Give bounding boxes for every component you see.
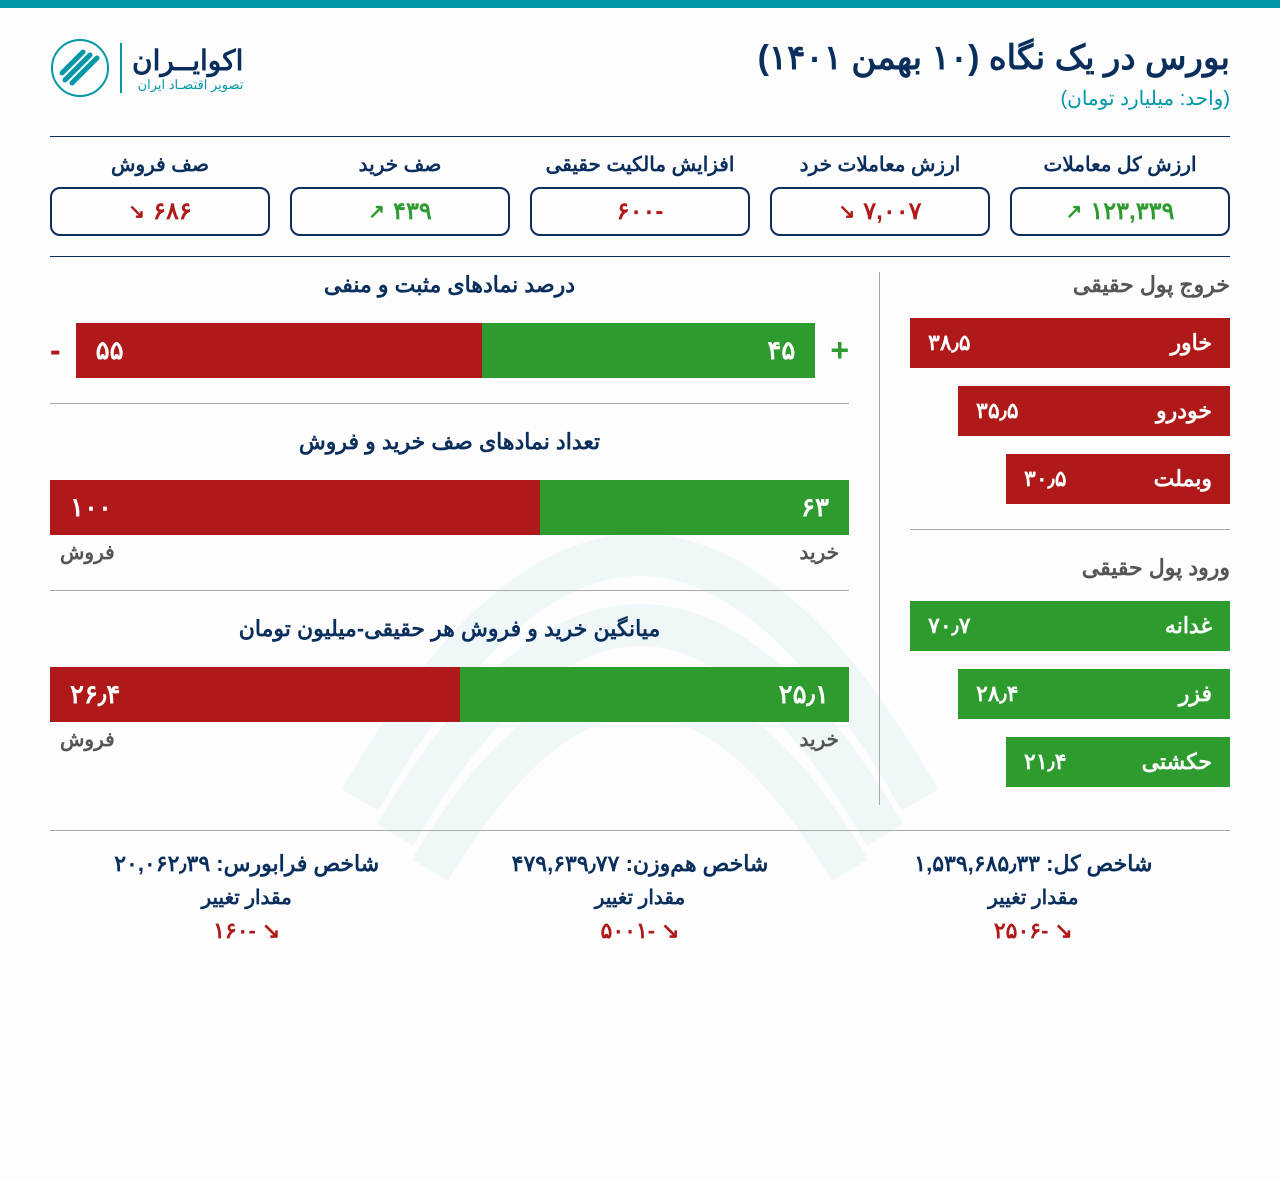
index-change-label: مقدار تغییر [50, 885, 443, 910]
index-box: شاخص فرابورس: ۲۰,۰۶۲٫۳۹ مقدار تغییر ↘-۱۶… [50, 851, 443, 944]
header: بورس در یک نگاه (۱۰ بهمن ۱۴۰۱) (واحد: می… [50, 38, 1230, 111]
index-change: ↘-۵۰۰۱ [443, 918, 836, 944]
flow-bar: حکشتی ۲۱٫۴ [1006, 737, 1230, 787]
arrow-icon: ↗ [368, 199, 385, 224]
stat-box: صف فروش ۶۸۶↘ [50, 152, 270, 236]
arrow-icon: ↗ [1066, 199, 1083, 224]
page-title: بورس در یک نگاه (۱۰ بهمن ۱۴۰۱) [758, 38, 1230, 78]
stat-value: -۶۰۰ [530, 187, 750, 236]
flow-bar: وبملت ۳۰٫۵ [1006, 454, 1230, 504]
stat-value: ۴۳۹↗ [290, 187, 510, 236]
flow-value: ۳۰٫۵ [1024, 466, 1067, 492]
logo-tagline: تصویر اقتصـاد ایران [132, 77, 243, 93]
stat-box: ارزش معاملات خرد ۷,۰۰۷↘ [770, 152, 990, 236]
arrow-down-icon: ↘ [1054, 918, 1072, 944]
queues-sell-caption: فروش [60, 540, 115, 565]
stat-box: افزایش مالکیت حقیقی -۶۰۰ [530, 152, 750, 236]
stat-box: ارزش کل معاملات ۱۲۳,۳۳۹↗ [1010, 152, 1230, 236]
bar-segment-positive: ۲۵٫۱ [460, 667, 849, 722]
flow-value: ۳۸٫۵ [928, 330, 971, 356]
flow-bar: غدانه ۷۰٫۷ [910, 601, 1230, 651]
posneg-title: درصد نمادهای مثبت و منفی [50, 272, 849, 298]
flow-name: وبملت [1154, 466, 1212, 492]
flow-value: ۲۱٫۴ [1024, 749, 1067, 775]
minus-sign: - [50, 332, 61, 369]
stat-value: ۱۲۳,۳۳۹↗ [1010, 187, 1230, 236]
page-subtitle: (واحد: میلیارد تومان) [758, 86, 1230, 111]
outflow-title: خروج پول حقیقی [910, 272, 1230, 298]
index-box: شاخص هم‌وزن: ۴۷۹,۶۳۹٫۷۷ مقدار تغییر ↘-۵۰… [443, 851, 836, 944]
bar-segment-negative: ۲۶٫۴ [50, 667, 460, 722]
top-accent-bar [0, 0, 1280, 8]
inflow-title: ورود پول حقیقی [910, 555, 1230, 581]
stat-label: صف خرید [290, 152, 510, 177]
avg-sell-caption: فروش [60, 727, 115, 752]
queues-chart: ۶۳ ۱۰۰ [50, 480, 849, 535]
flow-bar: خودرو ۳۵٫۵ [958, 386, 1230, 436]
stat-label: صف فروش [50, 152, 270, 177]
bar-segment-negative: ۱۰۰ [50, 480, 540, 535]
arrow-icon: ↘ [128, 199, 145, 224]
flow-name: غدانه [1165, 613, 1212, 639]
queues-buy-caption: خرید [800, 540, 839, 565]
posneg-chart: + ۴۵ ۵۵ - [50, 323, 849, 378]
stat-box: صف خرید ۴۳۹↗ [290, 152, 510, 236]
avg-buy-caption: خرید [800, 727, 839, 752]
flow-name: حکشتی [1142, 749, 1212, 775]
bar-segment-positive: ۴۵ [482, 323, 815, 378]
indices-row: شاخص کل: ۱,۵۳۹,۶۸۵٫۳۳ مقدار تغییر ↘-۲۵۰۶… [50, 830, 1230, 944]
bar-segment-negative: ۵۵ [76, 323, 483, 378]
index-change-label: مقدار تغییر [443, 885, 836, 910]
flow-value: ۷۰٫۷ [928, 613, 971, 639]
stat-value: ۷,۰۰۷↘ [770, 187, 990, 236]
index-change: ↘-۱۶۰ [50, 918, 443, 944]
index-value: شاخص کل: ۱,۵۳۹,۶۸۵٫۳۳ [837, 851, 1230, 877]
flow-bar: فزر ۲۸٫۴ [958, 669, 1230, 719]
flow-value: ۳۵٫۵ [976, 398, 1019, 424]
index-box: شاخص کل: ۱,۵۳۹,۶۸۵٫۳۳ مقدار تغییر ↘-۲۵۰۶ [837, 851, 1230, 944]
stat-label: افزایش مالکیت حقیقی [530, 152, 750, 177]
arrow-icon: ↘ [839, 199, 856, 224]
stats-divider [50, 256, 1230, 257]
flow-value: ۲۸٫۴ [976, 681, 1019, 707]
brand-logo: اکوایــران تصویر اقتصـاد ایران [50, 38, 243, 98]
logo-name: اکوایــران [132, 44, 243, 77]
header-divider [50, 136, 1230, 137]
flow-name: فزر [1179, 681, 1212, 707]
arrow-down-icon: ↘ [661, 918, 679, 944]
avg-title: میانگین خرید و فروش هر حقیقی-میلیون توما… [50, 616, 849, 642]
logo-icon [50, 38, 110, 98]
plus-sign: + [830, 332, 849, 369]
arrow-down-icon: ↘ [262, 918, 280, 944]
stat-label: ارزش کل معاملات [1010, 152, 1230, 177]
money-flow-column: خروج پول حقیقی خاور ۳۸٫۵ خودرو ۳۵٫۵ وبملت ۳۰٫… [910, 272, 1230, 805]
index-value: شاخص هم‌وزن: ۴۷۹,۶۳۹٫۷۷ [443, 851, 836, 877]
index-value: شاخص فرابورس: ۲۰,۰۶۲٫۳۹ [50, 851, 443, 877]
index-change-label: مقدار تغییر [837, 885, 1230, 910]
bar-segment-positive: ۶۳ [540, 480, 849, 535]
stats-row: ارزش کل معاملات ۱۲۳,۳۳۹↗ ارزش معاملات خر… [50, 152, 1230, 236]
charts-column: درصد نمادهای مثبت و منفی + ۴۵ ۵۵ - تعداد… [50, 272, 880, 805]
avg-chart: ۲۵٫۱ ۲۶٫۴ [50, 667, 849, 722]
flow-name: خودرو [1156, 398, 1212, 424]
flow-bar: خاور ۳۸٫۵ [910, 318, 1230, 368]
stat-value: ۶۸۶↘ [50, 187, 270, 236]
stat-label: ارزش معاملات خرد [770, 152, 990, 177]
index-change: ↘-۲۵۰۶ [837, 918, 1230, 944]
flow-name: خاور [1170, 330, 1212, 356]
queues-title: تعداد نمادهای صف خرید و فروش [50, 429, 849, 455]
